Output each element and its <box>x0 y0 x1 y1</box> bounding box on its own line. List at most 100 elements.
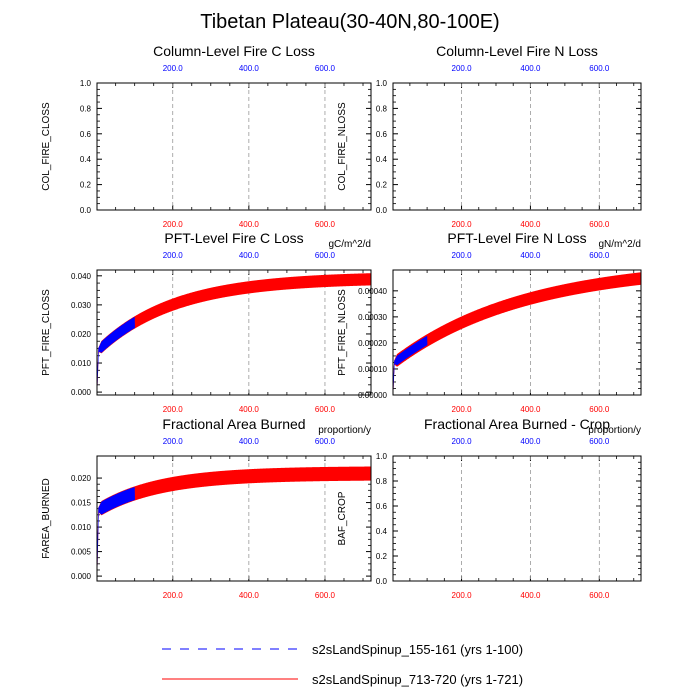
y-tick-label: 0.8 <box>376 477 388 486</box>
y-tick-label: 0.4 <box>80 155 92 164</box>
y-tick-label: 0.0 <box>80 206 92 215</box>
series-line-blue <box>393 336 428 395</box>
bottom-tick-label: 400.0 <box>520 405 541 414</box>
top-tick-label: 600.0 <box>315 437 336 446</box>
plot-frame <box>96 455 372 582</box>
top-tick-label: 600.0 <box>589 437 610 446</box>
series-line-red <box>97 466 371 577</box>
y-tick-label: 0.00030 <box>358 313 387 322</box>
plot-frame <box>392 269 642 396</box>
y-tick-label: 0.4 <box>376 527 388 536</box>
bottom-tick-label: 400.0 <box>239 405 260 414</box>
top-tick-label: 400.0 <box>520 64 541 73</box>
legend-label-1: s2sLandSpinup_713-720 (yrs 1-721) <box>312 672 523 687</box>
bottom-tick-label: 600.0 <box>589 220 610 229</box>
top-tick-label: 200.0 <box>452 64 473 73</box>
y-tick-label: 0.000 <box>71 388 92 397</box>
y-tick-label: 0.005 <box>71 548 92 557</box>
y-tick-label: 0.040 <box>71 272 92 281</box>
y-tick-label: 0.00040 <box>358 287 387 296</box>
units-label: gN/m^2/d <box>599 239 642 250</box>
y-tick-label: 0.020 <box>71 330 92 339</box>
top-tick-label: 200.0 <box>452 437 473 446</box>
plot-frame <box>392 82 642 211</box>
plot-frame <box>96 269 372 396</box>
units-label: proportion/y <box>588 425 641 436</box>
y-axis-label: BAF_CROP <box>337 491 348 545</box>
bottom-tick-label: 200.0 <box>452 220 473 229</box>
chart-panel-6: Fractional Area Burned - Cropproportion/… <box>337 416 642 600</box>
bottom-tick-label: 400.0 <box>239 591 260 600</box>
y-tick-label: 1.0 <box>376 79 388 88</box>
top-tick-label: 600.0 <box>315 251 336 260</box>
chart-panel-4: PFT-Level Fire N Loss gN/m^2/d 200.0 200.0 4… <box>337 230 642 414</box>
top-tick-label: 600.0 <box>589 251 610 260</box>
chart-title: Column-Level Fire N Loss <box>436 43 598 59</box>
top-tick-label: 400.0 <box>239 251 260 260</box>
bottom-tick-label: 200.0 <box>163 591 184 600</box>
y-tick-label: 0.6 <box>376 130 388 139</box>
chart-title: Fractional Area Burned - Crop <box>424 416 610 432</box>
page-title: Tibetan Plateau(30-40N,80-100E) <box>200 11 499 33</box>
top-tick-label: 600.0 <box>589 64 610 73</box>
bottom-tick-label: 400.0 <box>520 591 541 600</box>
bottom-tick-label: 600.0 <box>315 591 336 600</box>
series-line-red <box>393 272 641 395</box>
legend-label-0: s2sLandSpinup_155-161 (yrs 1-100) <box>312 642 523 657</box>
y-tick-label: 0.00010 <box>358 365 387 374</box>
bottom-tick-label: 200.0 <box>452 591 473 600</box>
bottom-tick-label: 400.0 <box>239 220 260 229</box>
top-tick-label: 200.0 <box>163 437 184 446</box>
bottom-tick-label: 600.0 <box>589 405 610 414</box>
chart-panel-3: PFT-Level Fire C Loss gC/m^2/d 200.0 200.0 4… <box>41 230 372 414</box>
y-tick-label: 0.6 <box>80 130 92 139</box>
series-line-blue <box>97 487 135 577</box>
plot-frame <box>392 455 642 582</box>
y-axis-label: COL_FIRE_NLOSS <box>337 102 348 191</box>
y-tick-label: 0.010 <box>71 359 92 368</box>
y-tick-label: 0.0 <box>376 577 388 586</box>
bottom-tick-label: 600.0 <box>589 591 610 600</box>
chart-title: PFT-Level Fire N Loss <box>447 230 586 246</box>
y-tick-label: 0.00020 <box>358 339 387 348</box>
top-tick-label: 600.0 <box>315 64 336 73</box>
bottom-tick-label: 200.0 <box>163 220 184 229</box>
bottom-tick-label: 400.0 <box>520 220 541 229</box>
top-tick-label: 400.0 <box>520 437 541 446</box>
y-tick-label: 0.000 <box>71 572 92 581</box>
plot-frame <box>96 82 372 211</box>
y-tick-label: 0.010 <box>71 523 92 532</box>
y-axis-label: PFT_FIRE_NLOSS <box>337 289 348 376</box>
y-tick-label: 0.2 <box>376 181 388 190</box>
bottom-tick-label: 200.0 <box>163 405 184 414</box>
top-tick-label: 200.0 <box>163 64 184 73</box>
y-tick-label: 0.4 <box>376 155 388 164</box>
top-tick-label: 200.0 <box>452 251 473 260</box>
bottom-tick-label: 600.0 <box>315 405 336 414</box>
top-tick-label: 200.0 <box>163 251 184 260</box>
legend: s2sLandSpinup_155-161 (yrs 1-100) s2sLan… <box>162 642 523 687</box>
y-tick-label: 0.020 <box>71 474 92 483</box>
y-tick-label: 0.00000 <box>358 391 387 400</box>
series-line-red <box>97 273 371 393</box>
y-tick-label: 0.2 <box>376 552 388 561</box>
chart-title: Column-Level Fire C Loss <box>153 43 315 59</box>
units-label: proportion/y <box>318 425 371 436</box>
bottom-tick-label: 200.0 <box>452 405 473 414</box>
chart-title: Fractional Area Burned <box>162 416 305 432</box>
y-tick-label: 1.0 <box>80 79 92 88</box>
y-tick-label: 0.8 <box>376 104 388 113</box>
top-tick-label: 400.0 <box>239 437 260 446</box>
top-tick-label: 400.0 <box>520 251 541 260</box>
y-tick-label: 0.2 <box>80 181 92 190</box>
chart-panel-2: Column-Level Fire N Loss 200.0 200.0 400.0 4… <box>337 43 642 229</box>
bottom-tick-label: 600.0 <box>315 220 336 229</box>
units-label: gC/m^2/d <box>329 239 372 250</box>
chart-panel-1: Column-Level Fire C Loss 200.0 200.0 400.0 4… <box>41 43 372 229</box>
chart-title: PFT-Level Fire C Loss <box>164 230 303 246</box>
chart-panel-5: Fractional Area Burned proportion/y 200.0 2… <box>41 416 372 600</box>
y-tick-label: 0.8 <box>80 104 92 113</box>
y-axis-label: PFT_FIRE_CLOSS <box>41 289 52 376</box>
